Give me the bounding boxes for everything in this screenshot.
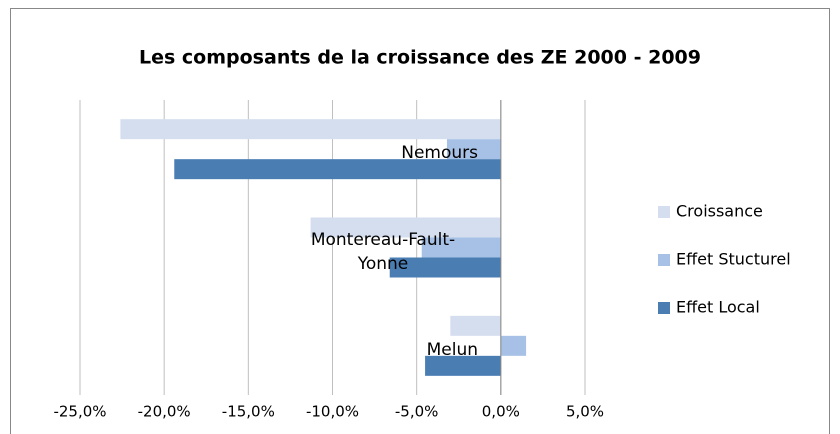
x-tick-label: -20,0% <box>138 403 191 421</box>
x-tick-label: -25,0% <box>53 403 106 421</box>
bar <box>500 335 527 356</box>
bar <box>389 257 501 278</box>
x-tick-label: 5,0% <box>566 403 604 421</box>
bar <box>446 139 501 160</box>
legend-label: Effet Stucturel <box>676 250 791 269</box>
legend-swatch <box>658 254 670 266</box>
x-tick-label: -15,0% <box>222 403 275 421</box>
x-tick-label: 0,0% <box>482 403 520 421</box>
legend-swatch <box>658 302 670 314</box>
x-tick-label: -10,0% <box>306 403 359 421</box>
bar <box>421 237 501 258</box>
x-tick-label: -5,0% <box>395 403 439 421</box>
chart-title: Les composants de la croissance des ZE 2… <box>139 47 701 69</box>
legend-swatch <box>658 206 670 218</box>
bar <box>450 315 501 336</box>
category-label: Montereau-Fault-Yonne <box>310 229 456 274</box>
bar <box>174 159 501 180</box>
category-label: Nemours <box>401 143 478 164</box>
bar <box>310 217 501 238</box>
bar <box>425 355 501 376</box>
legend-label: Effet Local <box>676 298 760 317</box>
legend-label: Croissance <box>676 202 763 221</box>
bar <box>120 119 501 140</box>
category-label: Melun <box>426 339 478 360</box>
